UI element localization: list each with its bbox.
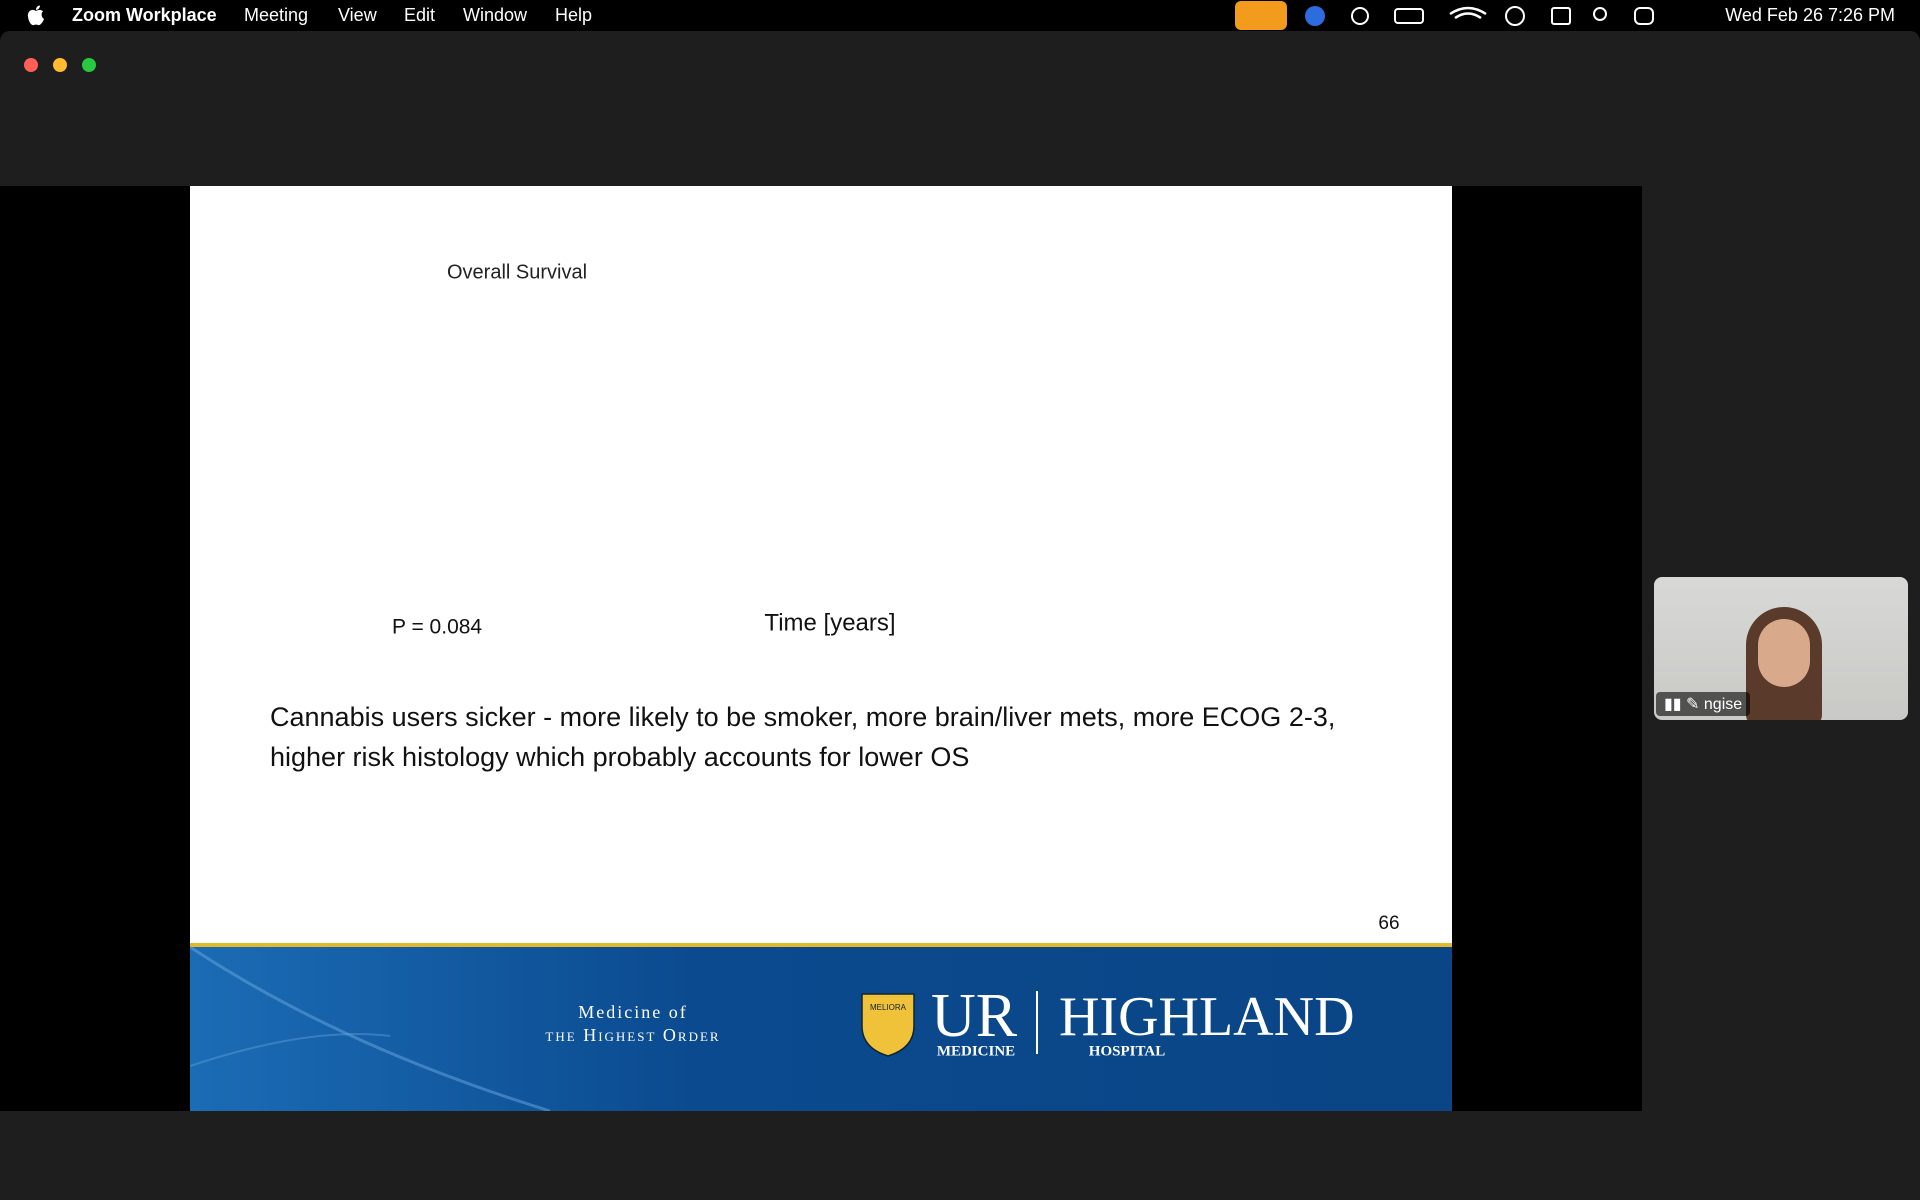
menu[interactable]: Meeting — [244, 5, 309, 25]
ur-logo: UR — [931, 982, 1018, 1050]
logo-divider — [1036, 991, 1038, 1054]
ur-sub: MEDICINE — [937, 1043, 1015, 1059]
note-line: higher risk histology which probably acc… — [270, 742, 969, 772]
name-label: ▮▮ ✎ ngise — [1656, 692, 1751, 716]
clock: Wed Feb 26 7:26 PM — [1725, 5, 1895, 25]
mic-indicator[interactable] — [1235, 1, 1287, 30]
close-button[interactable] — [24, 58, 38, 72]
participant-face — [1758, 619, 1810, 687]
note-line: Cannabis users sicker - more likely to b… — [270, 702, 1335, 732]
x-axis-label: Time [years] — [764, 609, 895, 636]
slide: CannabisNo Cannbanis65432101.000.750.500… — [190, 186, 1452, 1111]
menu[interactable]: Help — [555, 5, 593, 25]
menu-bar: Zoom Workplace Meeting View Edit Window … — [0, 0, 1920, 31]
p-value: P = 0.084 — [392, 616, 482, 639]
participant-name: ngise — [1703, 696, 1743, 713]
page-number: 66 — [1378, 913, 1399, 934]
menu[interactable]: Edit — [404, 5, 436, 25]
chart-title: Overall Survival — [447, 261, 587, 283]
crest-motto: MELIORA — [870, 1003, 907, 1012]
app-name[interactable]: Zoom Workplace — [72, 5, 217, 25]
crest — [861, 993, 915, 1057]
footer — [190, 947, 1452, 1111]
menu[interactable]: View — [338, 5, 377, 25]
video-tile[interactable]: ▮▮ ✎ ngise — [1654, 577, 1908, 720]
menu[interactable]: Window — [463, 5, 528, 25]
tagline: Medicine of — [578, 1002, 687, 1022]
zoom-button[interactable] — [82, 58, 96, 72]
status-icons — [1305, 6, 1654, 26]
apple-icon[interactable] — [26, 5, 46, 27]
hospital-sub: HOSPITAL — [1089, 1043, 1165, 1059]
tagline: the Highest Order — [545, 1025, 720, 1045]
minimize-button[interactable] — [53, 58, 67, 72]
footer-rule — [190, 943, 1452, 947]
hospital-name: Highland — [1059, 986, 1355, 1048]
